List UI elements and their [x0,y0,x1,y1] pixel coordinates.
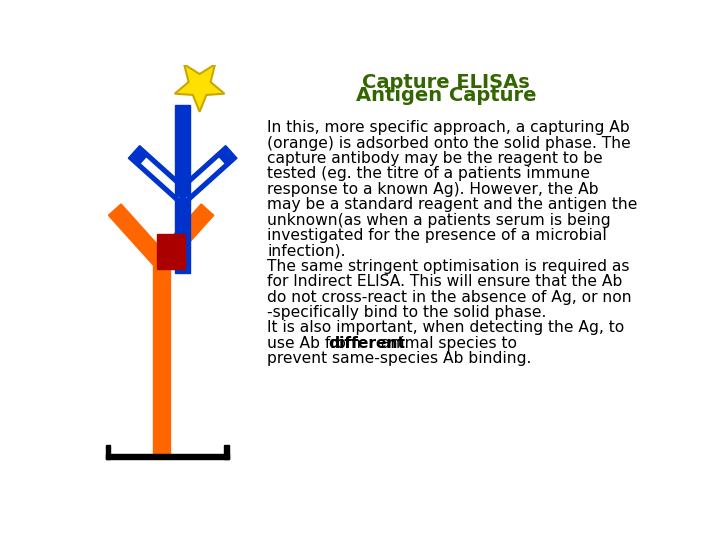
Text: capture antibody may be the reagent to be: capture antibody may be the reagent to b… [267,151,603,166]
Text: different: different [328,336,405,351]
Polygon shape [128,146,189,202]
Bar [175,195,190,273]
Text: It is also important, when detecting the Ag, to: It is also important, when detecting the… [267,320,625,335]
Text: tested (eg. the titre of a patients immune: tested (eg. the titre of a patients immu… [267,166,590,181]
Text: prevent same-species Ab binding.: prevent same-species Ab binding. [267,351,532,366]
Text: may be a standard reagent and the antigen the: may be a standard reagent and the antige… [267,197,638,212]
Text: animal species to: animal species to [376,336,516,351]
Bar [175,105,190,195]
Polygon shape [175,64,225,112]
Bar [153,261,170,455]
Text: unknown(as when a patients serum is being: unknown(as when a patients serum is bein… [267,213,611,228]
Polygon shape [155,204,214,267]
Text: Antigen Capture: Antigen Capture [356,86,536,105]
Bar [224,445,229,459]
Text: for Indirect ELISA. This will ensure that the Ab: for Indirect ELISA. This will ensure tha… [267,274,623,289]
Text: do not cross-react in the absence of Ag, or non: do not cross-react in the absence of Ag,… [267,289,632,305]
Text: response to a known Ag). However, the Ab: response to a known Ag). However, the Ab [267,182,599,197]
Text: Capture ELISAs: Capture ELISAs [362,72,530,91]
Polygon shape [139,156,186,200]
Text: use Ab from: use Ab from [267,336,366,351]
Text: -specifically bind to the solid phase.: -specifically bind to the solid phase. [267,305,546,320]
Polygon shape [179,156,226,200]
Bar [106,455,229,459]
Text: In this, more specific approach, a capturing Ab: In this, more specific approach, a captu… [267,120,630,135]
Text: The same stringent optimisation is required as: The same stringent optimisation is requi… [267,259,630,274]
Text: investigated for the presence of a microbial: investigated for the presence of a micro… [267,228,607,243]
Text: (orange) is adsorbed onto the solid phase. The: (orange) is adsorbed onto the solid phas… [267,136,631,151]
Bar [106,445,110,459]
Polygon shape [177,146,237,202]
Polygon shape [109,204,167,267]
Bar [157,234,185,269]
Text: infection).: infection). [267,244,346,259]
